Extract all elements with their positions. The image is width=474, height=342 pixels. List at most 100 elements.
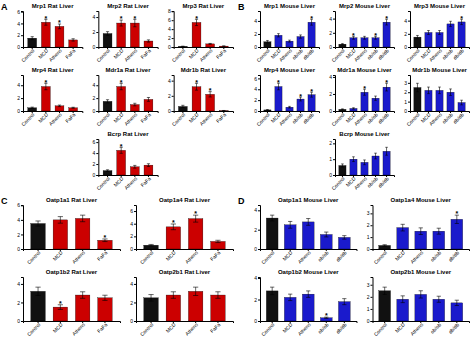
tick-label: MCD xyxy=(164,249,177,262)
x-tick: ob/ob xyxy=(291,111,304,125)
y-tick: 2 xyxy=(17,300,23,306)
bar xyxy=(302,222,314,249)
tick-label: 4 xyxy=(93,82,96,88)
x-tick: ob/ob xyxy=(317,321,330,335)
chart-panel: 02468ControlMCDAthensFaFaMrp3 Rat Liver* xyxy=(168,3,234,63)
tick-label: Athens xyxy=(123,47,139,63)
x-tick: MCD xyxy=(164,249,177,262)
tick-label: FaFa xyxy=(215,47,228,60)
tick-mark xyxy=(21,85,23,86)
tick-label: FaFa xyxy=(139,111,152,124)
plot-area xyxy=(178,83,228,111)
y-axis: 024 xyxy=(404,12,410,51)
chart-title: Mrp4 Mouse Liver xyxy=(264,67,316,73)
tick-mark xyxy=(96,32,98,33)
chart-panel: 024ControlMCDAthensFaFaMrp2 Rat Liver** xyxy=(93,3,159,63)
plot-area xyxy=(28,19,78,47)
x-tick: Control xyxy=(20,47,36,63)
error-bar xyxy=(438,31,441,35)
plot-area xyxy=(144,287,225,321)
y-tick: 2 xyxy=(93,29,99,35)
error-bar xyxy=(80,292,85,298)
tick-label: 2 xyxy=(254,31,257,37)
chart-panel: 024ControlMCDAthensob/obdb/dbMrp1 Mouse … xyxy=(254,3,319,63)
bar xyxy=(379,245,391,249)
x-tick: Athens xyxy=(184,249,200,265)
tick-mark xyxy=(408,34,410,35)
bar xyxy=(103,171,112,175)
tick-label: 0 xyxy=(329,44,332,50)
tick-label: Control xyxy=(139,250,155,266)
y-tick: 0 xyxy=(17,108,23,114)
tick-label: 4 xyxy=(130,281,133,287)
tick-label: 0 xyxy=(254,318,257,324)
significance-star: * xyxy=(363,85,366,92)
y-tick: 4 xyxy=(254,86,260,92)
tick-label: FaFa xyxy=(215,111,228,124)
error-bar xyxy=(306,291,310,297)
bar xyxy=(41,87,50,111)
error-bar xyxy=(341,108,344,110)
chart-title: Bcrp Mouse Liver xyxy=(339,131,390,137)
tick-label: db/db xyxy=(447,249,460,262)
tick-mark xyxy=(408,83,410,84)
x-tick: db/db xyxy=(377,175,390,189)
chart-title: Mrp4 Rat Liver xyxy=(32,67,74,73)
tick-mark xyxy=(258,300,260,301)
significance-star: * xyxy=(310,88,313,95)
error-bar xyxy=(427,87,430,94)
error-bar xyxy=(288,106,291,108)
x-tick: FaFa xyxy=(96,249,109,262)
bar xyxy=(31,224,45,249)
chart-title: Oatp2b1 Rat Liver xyxy=(159,269,211,275)
x-axis: ControlMCDAthensob/obdb/db xyxy=(372,249,469,265)
x-tick: Control xyxy=(260,321,276,337)
tick-label: 2 xyxy=(17,95,20,101)
chart-title: Mrp1 Mouse Liver xyxy=(264,3,316,9)
tick-label: Control xyxy=(26,322,42,338)
error-bar xyxy=(427,31,430,35)
y-tick: 4 xyxy=(17,281,23,287)
y-axis: 024 xyxy=(130,278,136,325)
error-bar xyxy=(215,240,220,242)
figure: 0246ControlMCDAthensFaFaMrp1 Rat Liver**… xyxy=(0,0,474,342)
y-tick: 2 xyxy=(93,95,99,101)
tick-mark xyxy=(408,111,410,112)
bar xyxy=(275,87,282,111)
error-bar xyxy=(419,228,423,235)
axis-line xyxy=(333,12,336,48)
tick-label: 4 xyxy=(168,26,171,32)
tick-label: 0 xyxy=(254,44,257,50)
tick-label: MCD xyxy=(394,249,407,262)
tick-label: db/db xyxy=(377,111,390,124)
error-bar xyxy=(419,291,423,298)
y-tick: 2 xyxy=(254,97,260,103)
bar xyxy=(339,44,346,47)
tick-label: FaFa xyxy=(64,111,77,124)
error-bar xyxy=(270,215,274,221)
axis-line xyxy=(96,140,99,176)
x-tick: Control xyxy=(171,111,187,127)
x-tick: Athens xyxy=(353,47,369,63)
tick-mark xyxy=(258,111,260,112)
tick-label: Control xyxy=(171,48,187,64)
y-tick: 4 xyxy=(254,18,260,24)
tick-mark xyxy=(333,94,335,95)
error-bar xyxy=(31,37,34,40)
chart-panel: 0123ControlMCDAthensob/obdb/dbMdr1b Mous… xyxy=(404,67,469,127)
plot-area xyxy=(339,83,390,111)
y-axis: 024 xyxy=(329,74,335,114)
tick-label: 6 xyxy=(93,139,96,145)
axis-line xyxy=(371,206,374,250)
tick-label: db/db xyxy=(377,47,390,60)
y-tick: 2 xyxy=(93,161,99,167)
y-axis: 024 xyxy=(329,12,335,51)
x-axis: ControlMCDAthensFaFa xyxy=(20,47,83,63)
bar xyxy=(166,227,180,249)
y-tick: 4 xyxy=(93,150,99,156)
tick-label: 2 xyxy=(329,30,332,36)
error-bar xyxy=(106,100,109,103)
tick-mark xyxy=(96,142,98,143)
error-bar xyxy=(31,107,34,108)
tick-label: db/db xyxy=(335,321,348,334)
